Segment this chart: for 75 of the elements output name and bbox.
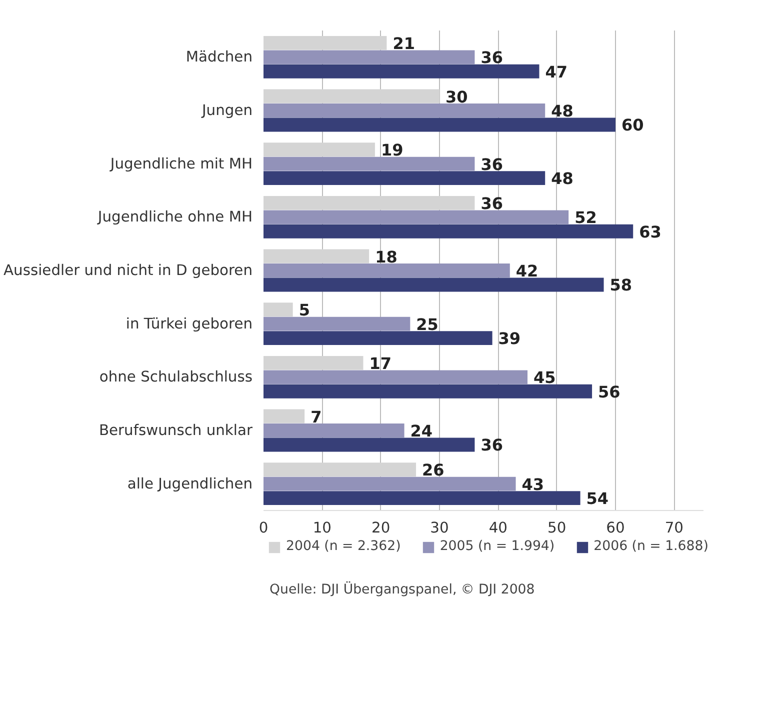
bar	[264, 409, 305, 424]
bar	[264, 249, 370, 264]
data-label: 45	[534, 368, 556, 388]
data-label: 36	[480, 154, 503, 174]
data-label: 36	[480, 436, 503, 455]
data-label: 7	[310, 407, 322, 426]
bar	[264, 50, 475, 64]
y-tick-label: Jugendliche mit MH	[109, 155, 253, 172]
bar	[264, 462, 416, 477]
bar	[264, 171, 546, 186]
bar	[264, 224, 634, 238]
data-label: 54	[586, 489, 609, 508]
x-tick-label: 30	[430, 520, 449, 536]
data-label: 39	[498, 329, 521, 348]
bar	[264, 118, 616, 132]
bar	[264, 356, 364, 370]
data-label: 24	[410, 422, 433, 440]
bar	[264, 210, 569, 224]
data-label: 30	[446, 87, 468, 106]
legend-label: 2004 (n = 2.362)	[286, 539, 401, 554]
bar	[264, 316, 410, 331]
x-tick-label: 20	[372, 520, 390, 536]
data-label: 60	[622, 116, 644, 135]
bar	[264, 104, 546, 118]
data-label: 36	[480, 48, 503, 68]
data-label: 58	[610, 276, 632, 295]
y-tick-label: Mädchen	[186, 48, 253, 66]
x-tick-label: 40	[488, 520, 508, 536]
x-tick-label: 50	[548, 520, 566, 536]
x-tick-label: 0	[258, 520, 268, 536]
data-label: 21	[392, 34, 415, 53]
y-tick-label: ohne Schulabschluss	[99, 368, 253, 386]
data-label: 52	[574, 208, 597, 228]
bar	[264, 302, 293, 317]
x-tick-label: 70	[664, 520, 684, 536]
bar	[264, 438, 475, 452]
bar	[264, 196, 475, 210]
bar	[264, 331, 492, 346]
y-tick-label: alle Jugendlichen	[127, 475, 253, 492]
y-tick-label: Jugendliche ohne MH	[96, 208, 252, 226]
data-label: 48	[551, 102, 574, 120]
y-tick-label: Berufswunsch unklar	[98, 422, 254, 439]
bar	[264, 278, 604, 292]
data-label: 17	[369, 354, 392, 373]
data-label: 36	[480, 194, 503, 213]
data-label: 56	[598, 382, 620, 402]
bar	[264, 476, 516, 491]
x-tick-label: 60	[606, 520, 625, 536]
data-label: 5	[298, 300, 310, 320]
data-label: 48	[551, 169, 574, 188]
y-tick-label: Jungen	[200, 102, 253, 119]
bar	[264, 491, 580, 506]
data-label: 47	[545, 62, 568, 82]
bar	[264, 142, 375, 157]
y-tick-label: Aussiedler und nicht in D geboren	[4, 262, 253, 279]
y-tick-label: in Türkei geboren	[126, 315, 253, 332]
data-label: 19	[380, 140, 404, 160]
data-label: 42	[516, 262, 538, 280]
bar	[264, 156, 475, 171]
data-label: 26	[422, 460, 444, 480]
legend-label: 2006 (n = 1.688)	[594, 539, 708, 554]
data-label: 18	[375, 247, 398, 266]
source-note: Quelle: DJI Übergangspanel, © DJI 2008	[270, 580, 535, 598]
data-label: 63	[639, 222, 662, 242]
legend-label: 2005 (n = 1.994)	[440, 539, 555, 554]
bar	[264, 264, 510, 278]
bar	[264, 370, 528, 384]
bar	[264, 64, 540, 78]
bar	[264, 36, 387, 50]
x-tick-label: 10	[312, 520, 332, 536]
bar	[264, 424, 404, 438]
bar	[264, 384, 592, 398]
data-label: 43	[522, 474, 544, 494]
data-label: 25	[416, 314, 438, 334]
bar	[264, 89, 440, 104]
